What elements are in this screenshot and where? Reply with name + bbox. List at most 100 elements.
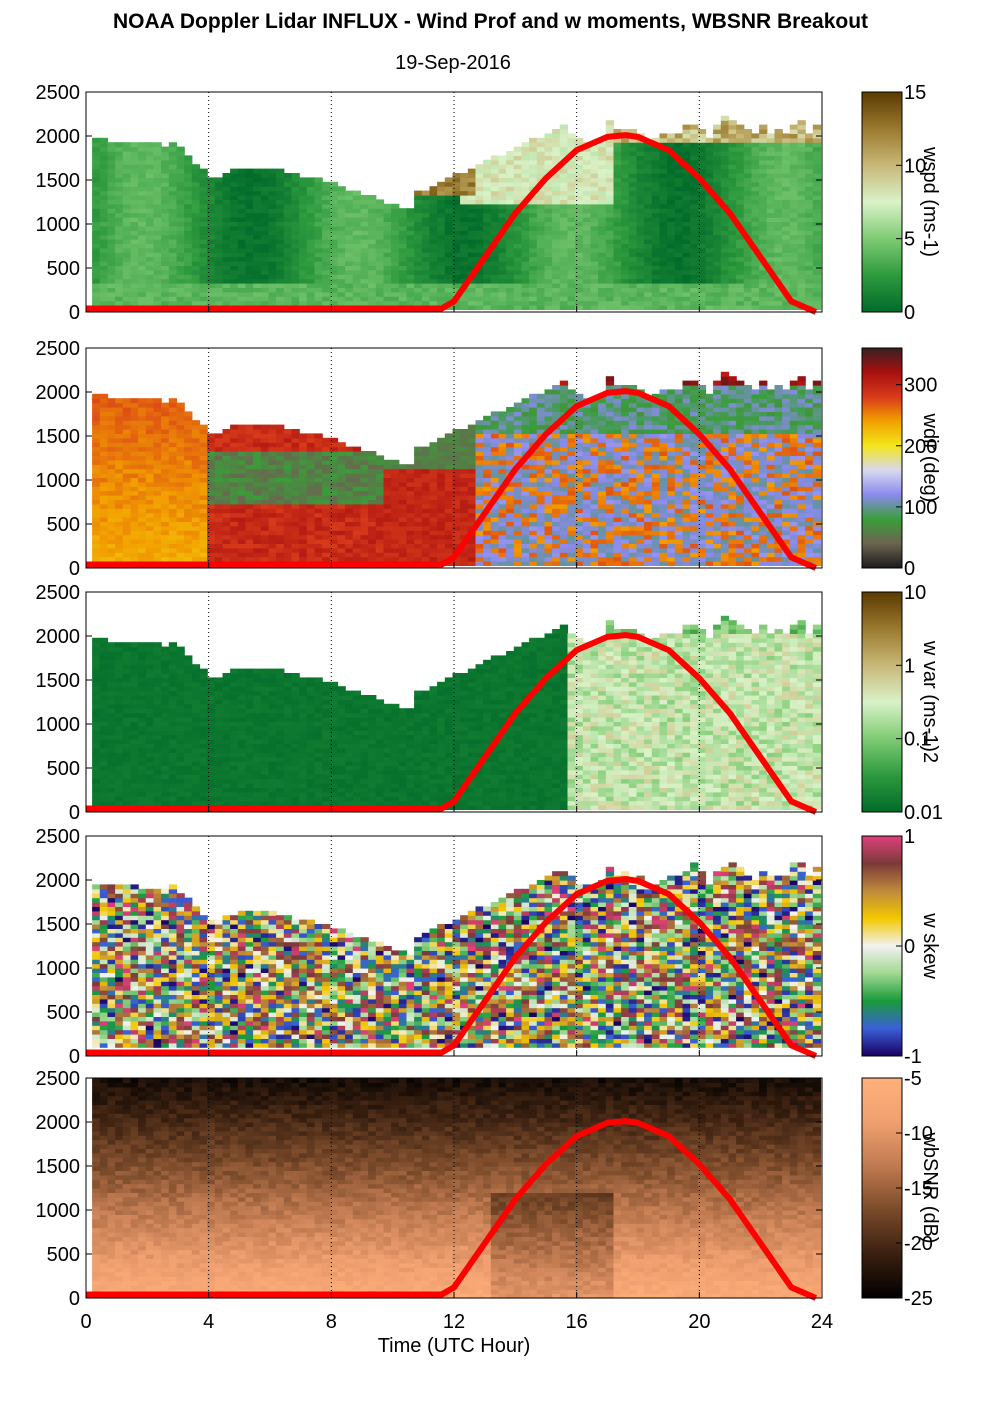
- heat-cell: [299, 292, 307, 297]
- heat-cell: [522, 265, 530, 270]
- heat-cell: [161, 548, 169, 553]
- heat-cell: [307, 491, 315, 496]
- heat-cell: [683, 230, 691, 235]
- heat-cell: [169, 147, 177, 152]
- heat-cell: [384, 548, 392, 553]
- heat-cell: [468, 230, 476, 235]
- heat-cell: [782, 182, 790, 187]
- heat-cell: [207, 239, 215, 244]
- heat-cell: [606, 182, 614, 187]
- heat-cell: [299, 248, 307, 253]
- heat-cell: [276, 473, 284, 478]
- heat-cell: [361, 257, 369, 262]
- heat-cell: [552, 129, 560, 134]
- heat-cell: [721, 160, 729, 165]
- heat-cell: [169, 473, 177, 478]
- heat-cell: [775, 296, 783, 301]
- heat-cell: [675, 287, 683, 292]
- heat-cell: [146, 557, 154, 562]
- heat-cell: [683, 283, 691, 288]
- heat-cell: [138, 460, 146, 465]
- heat-cell: [276, 217, 284, 222]
- heat-cell: [108, 420, 116, 425]
- heat-cell: [223, 535, 231, 540]
- heat-cell: [430, 495, 438, 500]
- heat-cell: [545, 252, 553, 257]
- heat-cell: [414, 270, 422, 275]
- heat-cell: [614, 301, 622, 306]
- heat-cell: [813, 138, 821, 143]
- heat-cell: [437, 521, 445, 526]
- heat-cell: [591, 173, 599, 178]
- heat-cell: [368, 526, 376, 531]
- heat-cell: [269, 265, 277, 270]
- heat-cell: [154, 429, 162, 434]
- heat-cell: [552, 243, 560, 248]
- heat-cell: [545, 305, 553, 310]
- heat-cell: [154, 151, 162, 156]
- heat-cell: [813, 182, 821, 187]
- heat-cell: [675, 305, 683, 310]
- heat-cell: [782, 195, 790, 200]
- heat-cell: [422, 292, 430, 297]
- heat-cell: [468, 208, 476, 213]
- heat-cell: [338, 261, 346, 266]
- heat-cell: [161, 160, 169, 165]
- heat-cell: [453, 539, 461, 544]
- heat-cell: [246, 495, 254, 500]
- heat-cell: [721, 292, 729, 297]
- heat-cell: [591, 305, 599, 310]
- heat-cell: [169, 301, 177, 306]
- heat-cell: [706, 142, 714, 147]
- heat-cell: [376, 243, 384, 248]
- heat-cell: [759, 279, 767, 284]
- heat-cell: [261, 177, 269, 182]
- heat-cell: [345, 526, 353, 531]
- heat-cell: [660, 287, 668, 292]
- heat-cell: [675, 230, 683, 235]
- heat-cell: [675, 142, 683, 147]
- heat-cell: [200, 248, 208, 253]
- heat-cell: [690, 287, 698, 292]
- heat-cell: [713, 287, 721, 292]
- heat-cell: [384, 513, 392, 518]
- heat-cell: [169, 204, 177, 209]
- heat-cell: [292, 204, 300, 209]
- heat-cell: [353, 508, 361, 513]
- heat-cell: [506, 243, 514, 248]
- heat-cell: [514, 195, 522, 200]
- heat-cell: [437, 495, 445, 500]
- heat-cell: [215, 279, 223, 284]
- heat-cell: [437, 283, 445, 288]
- heat-cell: [123, 548, 131, 553]
- heat-cell: [798, 265, 806, 270]
- heat-cell: [529, 270, 537, 275]
- heat-cell: [115, 403, 123, 408]
- heat-cell: [361, 486, 369, 491]
- heat-cell: [437, 451, 445, 456]
- heat-cell: [652, 261, 660, 266]
- heat-cell: [399, 539, 407, 544]
- heat-cell: [476, 287, 484, 292]
- heat-cell: [161, 287, 169, 292]
- heat-cell: [522, 305, 530, 310]
- heat-cell: [276, 543, 284, 548]
- heat-cell: [729, 243, 737, 248]
- heat-cell: [161, 296, 169, 301]
- heat-cell: [115, 177, 123, 182]
- heat-cell: [138, 429, 146, 434]
- heat-cell: [154, 477, 162, 482]
- heat-cell: [529, 164, 537, 169]
- heat-cell: [100, 504, 108, 509]
- heat-cell: [706, 283, 714, 288]
- heat-cell: [545, 147, 553, 152]
- heat-cell: [92, 403, 100, 408]
- heat-cell: [391, 552, 399, 557]
- heat-cell: [775, 265, 783, 270]
- heat-cell: [775, 142, 783, 147]
- heat-cell: [759, 243, 767, 248]
- heat-cell: [391, 257, 399, 262]
- heat-cell: [361, 482, 369, 487]
- heat-cell: [437, 252, 445, 257]
- heat-cell: [713, 252, 721, 257]
